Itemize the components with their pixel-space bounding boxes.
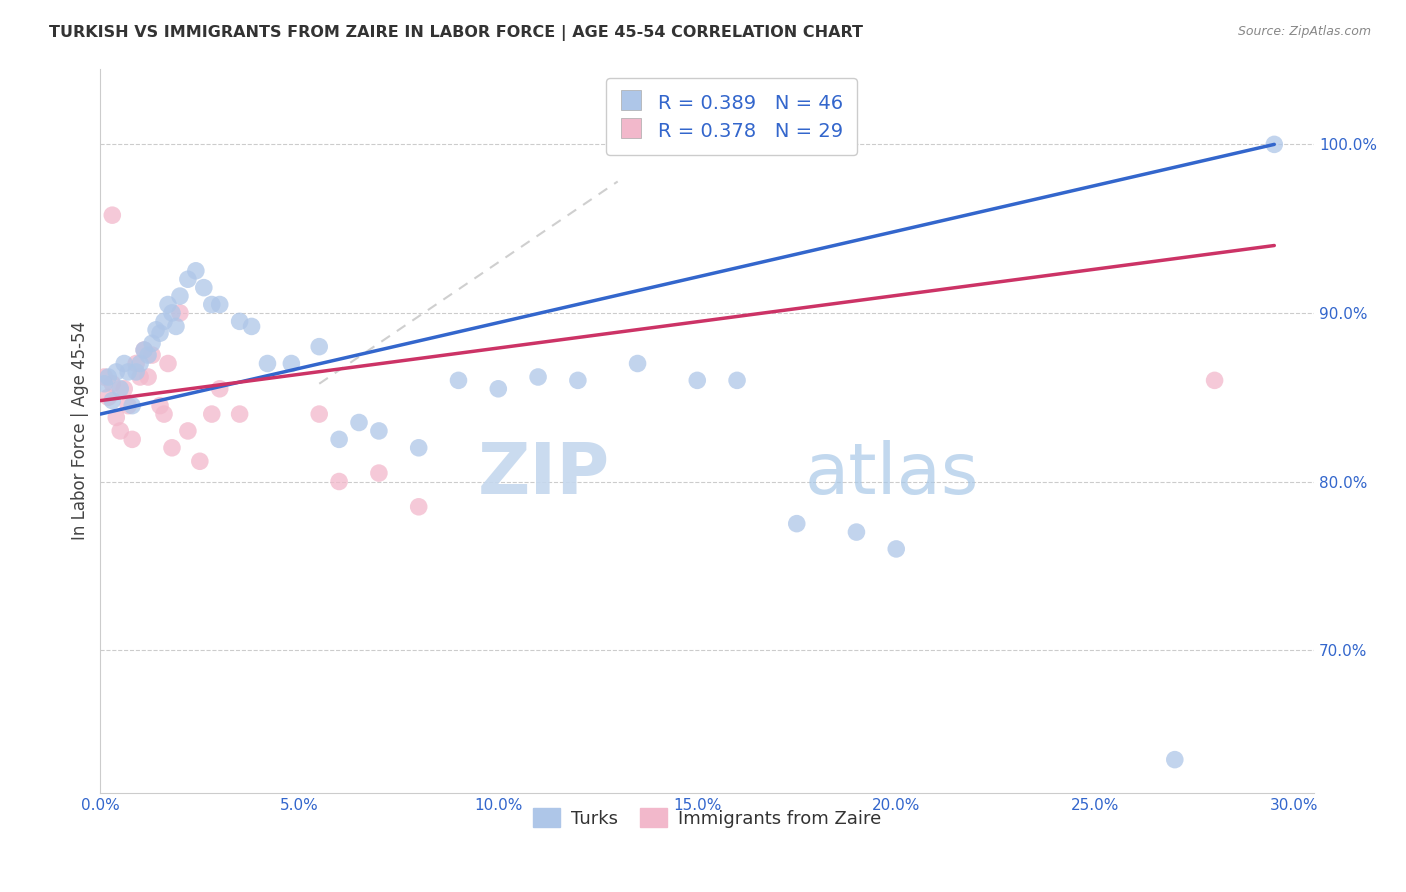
Point [93,376,115,391]
Point [125,357,148,371]
Point [165,319,187,334]
Point [134,343,156,357]
Point [177,424,200,438]
Point [256,357,278,371]
Text: TURKISH VS IMMIGRANTS FROM ZAIRE IN LABOR FORCE | AGE 45-54 CORRELATION CHART: TURKISH VS IMMIGRANTS FROM ZAIRE IN LABO… [49,25,863,41]
Point [193,280,215,294]
Point [160,441,183,455]
Point [112,382,135,396]
Point [367,424,389,438]
Point [129,357,152,371]
Point [347,416,370,430]
Point [121,433,143,447]
Point [228,407,250,421]
Point [188,454,211,468]
Point [184,264,207,278]
Point [136,348,159,362]
Point [169,289,191,303]
Legend: Turks, Immigrants from Zaire: Turks, Immigrants from Zaire [526,801,889,835]
Point [308,340,330,354]
Point [156,297,179,311]
Point [101,208,124,222]
Point [136,370,159,384]
Point [280,357,302,371]
Point [447,373,470,387]
Point [169,306,191,320]
Point [117,365,139,379]
Point [117,399,139,413]
Point [527,370,550,384]
Point [1263,137,1285,152]
Point [367,466,389,480]
Point [134,343,156,357]
Point [725,373,748,387]
Point [153,407,176,421]
Point [125,365,148,379]
Point [110,382,132,396]
Point [884,541,907,556]
Point [112,357,135,371]
Point [141,336,163,351]
Point [201,407,224,421]
Point [845,524,868,539]
Point [328,475,350,489]
Text: Source: ZipAtlas.com: Source: ZipAtlas.com [1237,25,1371,38]
Point [308,407,330,421]
Point [129,370,152,384]
Point [101,393,124,408]
Point [160,306,183,320]
Point [153,314,176,328]
Point [1164,753,1187,767]
Point [105,410,128,425]
Point [177,272,200,286]
Point [149,399,172,413]
Point [486,382,509,396]
Text: atlas: atlas [804,440,979,509]
Y-axis label: In Labor Force | Age 45-54: In Labor Force | Age 45-54 [72,321,89,541]
Point [408,441,430,455]
Point [1204,373,1226,387]
Point [208,297,231,311]
Point [208,382,231,396]
Point [97,370,120,384]
Point [93,370,115,384]
Point [328,433,350,447]
Point [145,323,167,337]
Point [686,373,709,387]
Point [141,348,163,362]
Point [240,319,263,334]
Point [228,314,250,328]
Point [626,357,648,371]
Text: ZIP: ZIP [478,440,610,509]
Point [105,365,128,379]
Point [156,357,179,371]
Point [101,376,124,391]
Point [408,500,430,514]
Point [121,399,143,413]
Point [149,326,172,341]
Point [786,516,808,531]
Point [201,297,224,311]
Point [110,424,132,438]
Point [97,390,120,404]
Point [567,373,589,387]
